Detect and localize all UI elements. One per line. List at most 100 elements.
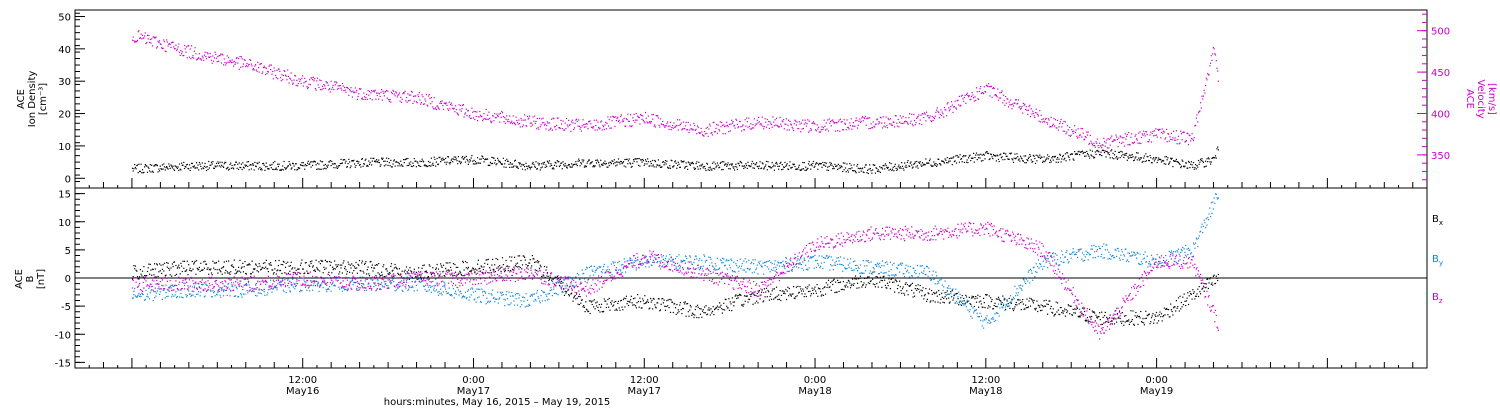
density-series-point (152, 171, 154, 173)
density-series-point (709, 169, 711, 171)
density-series-point (172, 165, 174, 167)
bx-series-point (923, 295, 926, 297)
by-series-point (149, 298, 151, 300)
velocity-series-point (330, 80, 332, 82)
velocity-series-point (662, 124, 664, 126)
bx-series-point (624, 306, 626, 308)
bx-series-point (309, 261, 311, 263)
velocity-series-point (595, 119, 598, 121)
bx-series-point (1003, 299, 1005, 301)
bx-series-point (938, 290, 940, 292)
density-series-point (1166, 159, 1168, 161)
bx-series-point (177, 266, 179, 268)
velocity-series-point (1051, 126, 1053, 128)
velocity-series-point (175, 44, 177, 46)
density-series-point (1106, 150, 1108, 152)
density-tick-label: 0 (65, 174, 71, 185)
velocity-series-point (405, 100, 407, 102)
velocity-series-point (1007, 98, 1009, 100)
density-series-point (1089, 157, 1091, 159)
bx-series-point (1173, 307, 1175, 309)
bx-series-point (827, 284, 829, 286)
density-series-point (274, 160, 276, 163)
bx-series-point (714, 309, 716, 311)
density-series-point (520, 165, 522, 167)
bx-series-point (508, 266, 510, 268)
bx-series-point (415, 271, 417, 273)
velocity-series-point (471, 107, 473, 109)
bx-series-point (257, 266, 259, 268)
density-series-point (541, 163, 543, 165)
bx-series-point (338, 273, 340, 275)
velocity-series-point (1073, 130, 1075, 132)
density-series-point (255, 165, 257, 168)
velocity-series-point (451, 104, 453, 106)
velocity-series-point (492, 115, 494, 117)
by-series-point (204, 295, 206, 297)
bx-series-point (587, 311, 589, 313)
bx-series-point (975, 301, 978, 303)
bx-series-point (791, 293, 793, 295)
bx-series-point (1052, 308, 1054, 310)
density-series-point (215, 162, 218, 164)
bx-series-point (447, 269, 450, 271)
density-series-point (759, 161, 761, 163)
by-series-point (231, 285, 233, 287)
density-series-point (593, 164, 595, 167)
velocity-series-point (665, 125, 667, 127)
density-series-point (635, 158, 637, 160)
velocity-series-point (135, 41, 137, 43)
velocity-series-point (373, 91, 376, 93)
velocity-series-point (558, 127, 561, 129)
velocity-series-point (728, 131, 730, 133)
by-series-point (176, 296, 178, 299)
bx-series-point (378, 263, 380, 265)
velocity-series-point (1140, 136, 1143, 139)
density-series-point (756, 165, 758, 167)
bx-series-point (363, 263, 366, 265)
velocity-series-point (341, 83, 343, 85)
bx-series-point (1029, 297, 1031, 299)
density-series-point (342, 159, 344, 161)
bx-series-point (547, 275, 549, 277)
density-series-point (1137, 152, 1139, 154)
density-series-point (1071, 153, 1073, 155)
bx-series-point (180, 262, 182, 264)
velocity-series-point (857, 127, 859, 129)
bx-series-point (866, 277, 868, 279)
velocity-series-point (851, 128, 853, 130)
velocity-series-point (726, 121, 728, 123)
bx-series-point (669, 311, 672, 313)
velocity-series-point (461, 108, 463, 110)
bx-series-point (471, 269, 473, 271)
bx-series-point (835, 281, 837, 283)
bx-series-point (771, 290, 773, 292)
velocity-series-point (393, 90, 395, 92)
bx-series-point (463, 269, 465, 271)
density-series-point (1032, 154, 1034, 156)
bx-series-point (1036, 300, 1038, 302)
density-series-point (763, 167, 765, 169)
density-series-point (174, 165, 176, 167)
bx-series-point (630, 299, 632, 301)
bx-series-point (955, 293, 957, 295)
density-series-point (627, 160, 630, 162)
bx-series-point (936, 295, 938, 297)
density-series-point (683, 160, 685, 162)
velocity-series-point (669, 121, 672, 123)
bx-series-point (773, 288, 775, 290)
density-series-point (932, 165, 934, 167)
bx-series-point (759, 298, 761, 300)
by-series-point (212, 290, 214, 292)
density-series-point (136, 164, 139, 166)
bx-series-point (452, 275, 454, 277)
by-series-point (242, 286, 244, 288)
bx-series-point (641, 307, 643, 309)
bx-series-point (441, 266, 443, 268)
density-series-point (778, 165, 780, 167)
density-series-point (589, 163, 591, 165)
velocity-series-point (983, 86, 985, 88)
velocity-series-point (324, 87, 326, 89)
velocity-series-point (972, 94, 974, 96)
velocity-series-point (823, 119, 825, 121)
